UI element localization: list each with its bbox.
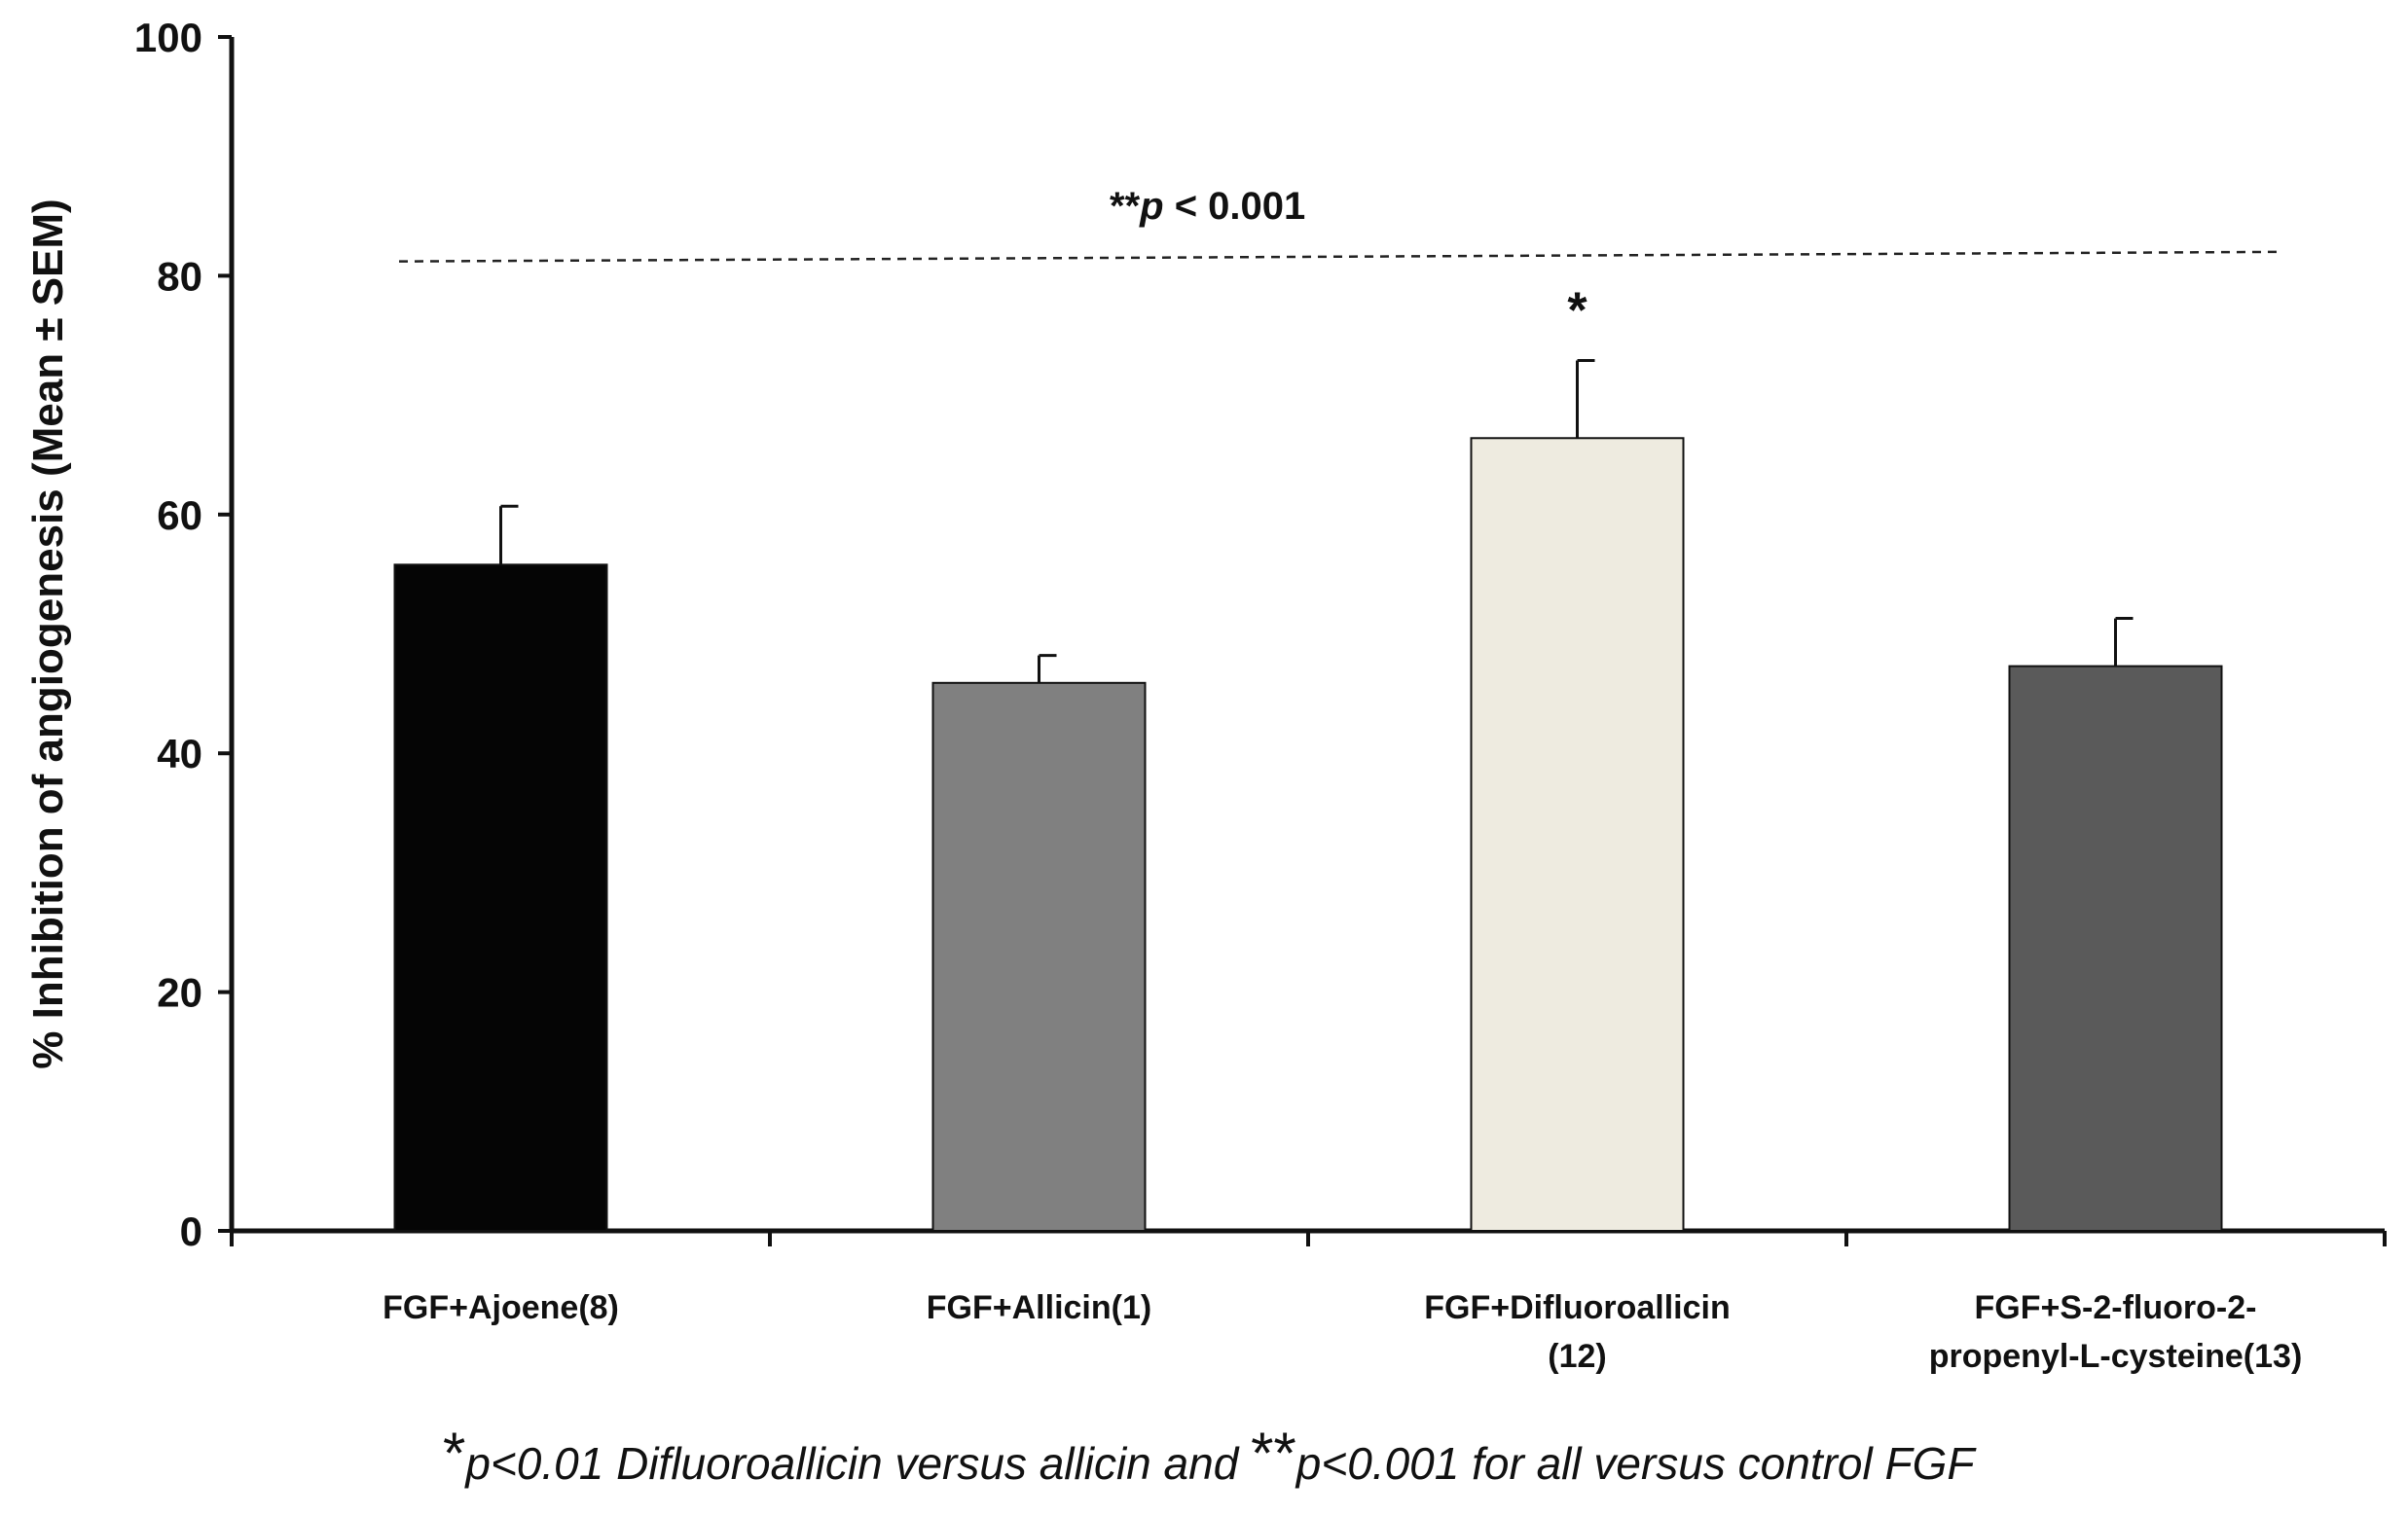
significance-label: **p < 0.001 <box>1110 185 1305 228</box>
bar <box>393 563 608 1232</box>
x-category-label: propenyl-L-cysteine(13) <box>1929 1338 2303 1375</box>
significance-label-suffix: < 0.001 <box>1164 185 1306 228</box>
significance-asterisk: * <box>1567 283 1587 340</box>
bar <box>1470 437 1685 1233</box>
footnote-text-2: p<0.001 for all versus control FGF <box>1295 1438 1978 1489</box>
y-tick-label: 20 <box>157 970 202 1016</box>
x-category-label: FGF+Allicin(1) <box>927 1289 1151 1326</box>
y-tick-label: 0 <box>180 1208 202 1254</box>
footnote-mark-1: * <box>443 1421 465 1486</box>
y-axis-title: % Inhibition of angiogenesis (Mean ± SEM… <box>24 198 72 1068</box>
significance-line <box>398 250 2283 263</box>
significance-label-prefix: ** <box>1110 185 1141 228</box>
x-category-label: FGF+S-2-fluoro-2- <box>1975 1289 2257 1326</box>
bar <box>2008 665 2223 1232</box>
significance-label-p: p <box>1139 185 1163 228</box>
x-category-label: (12) <box>1548 1338 1606 1375</box>
x-category-label: FGF+Ajoene(8) <box>383 1289 619 1326</box>
x-category-label: FGF+Difluoroallicin <box>1424 1289 1731 1326</box>
bar <box>931 681 1147 1232</box>
footnote-text-1: p<0.01 Difluoroallicin versus allicin an… <box>463 1438 1251 1489</box>
y-tick-label: 40 <box>157 731 202 776</box>
footnote-mark-2: ** <box>1251 1421 1296 1486</box>
y-tick-label: 100 <box>134 15 202 60</box>
y-tick-label: 80 <box>157 253 202 299</box>
y-tick-label: 60 <box>157 492 202 538</box>
footnote: *p<0.01 Difluoroallicin versus allicin a… <box>443 1421 1977 1489</box>
